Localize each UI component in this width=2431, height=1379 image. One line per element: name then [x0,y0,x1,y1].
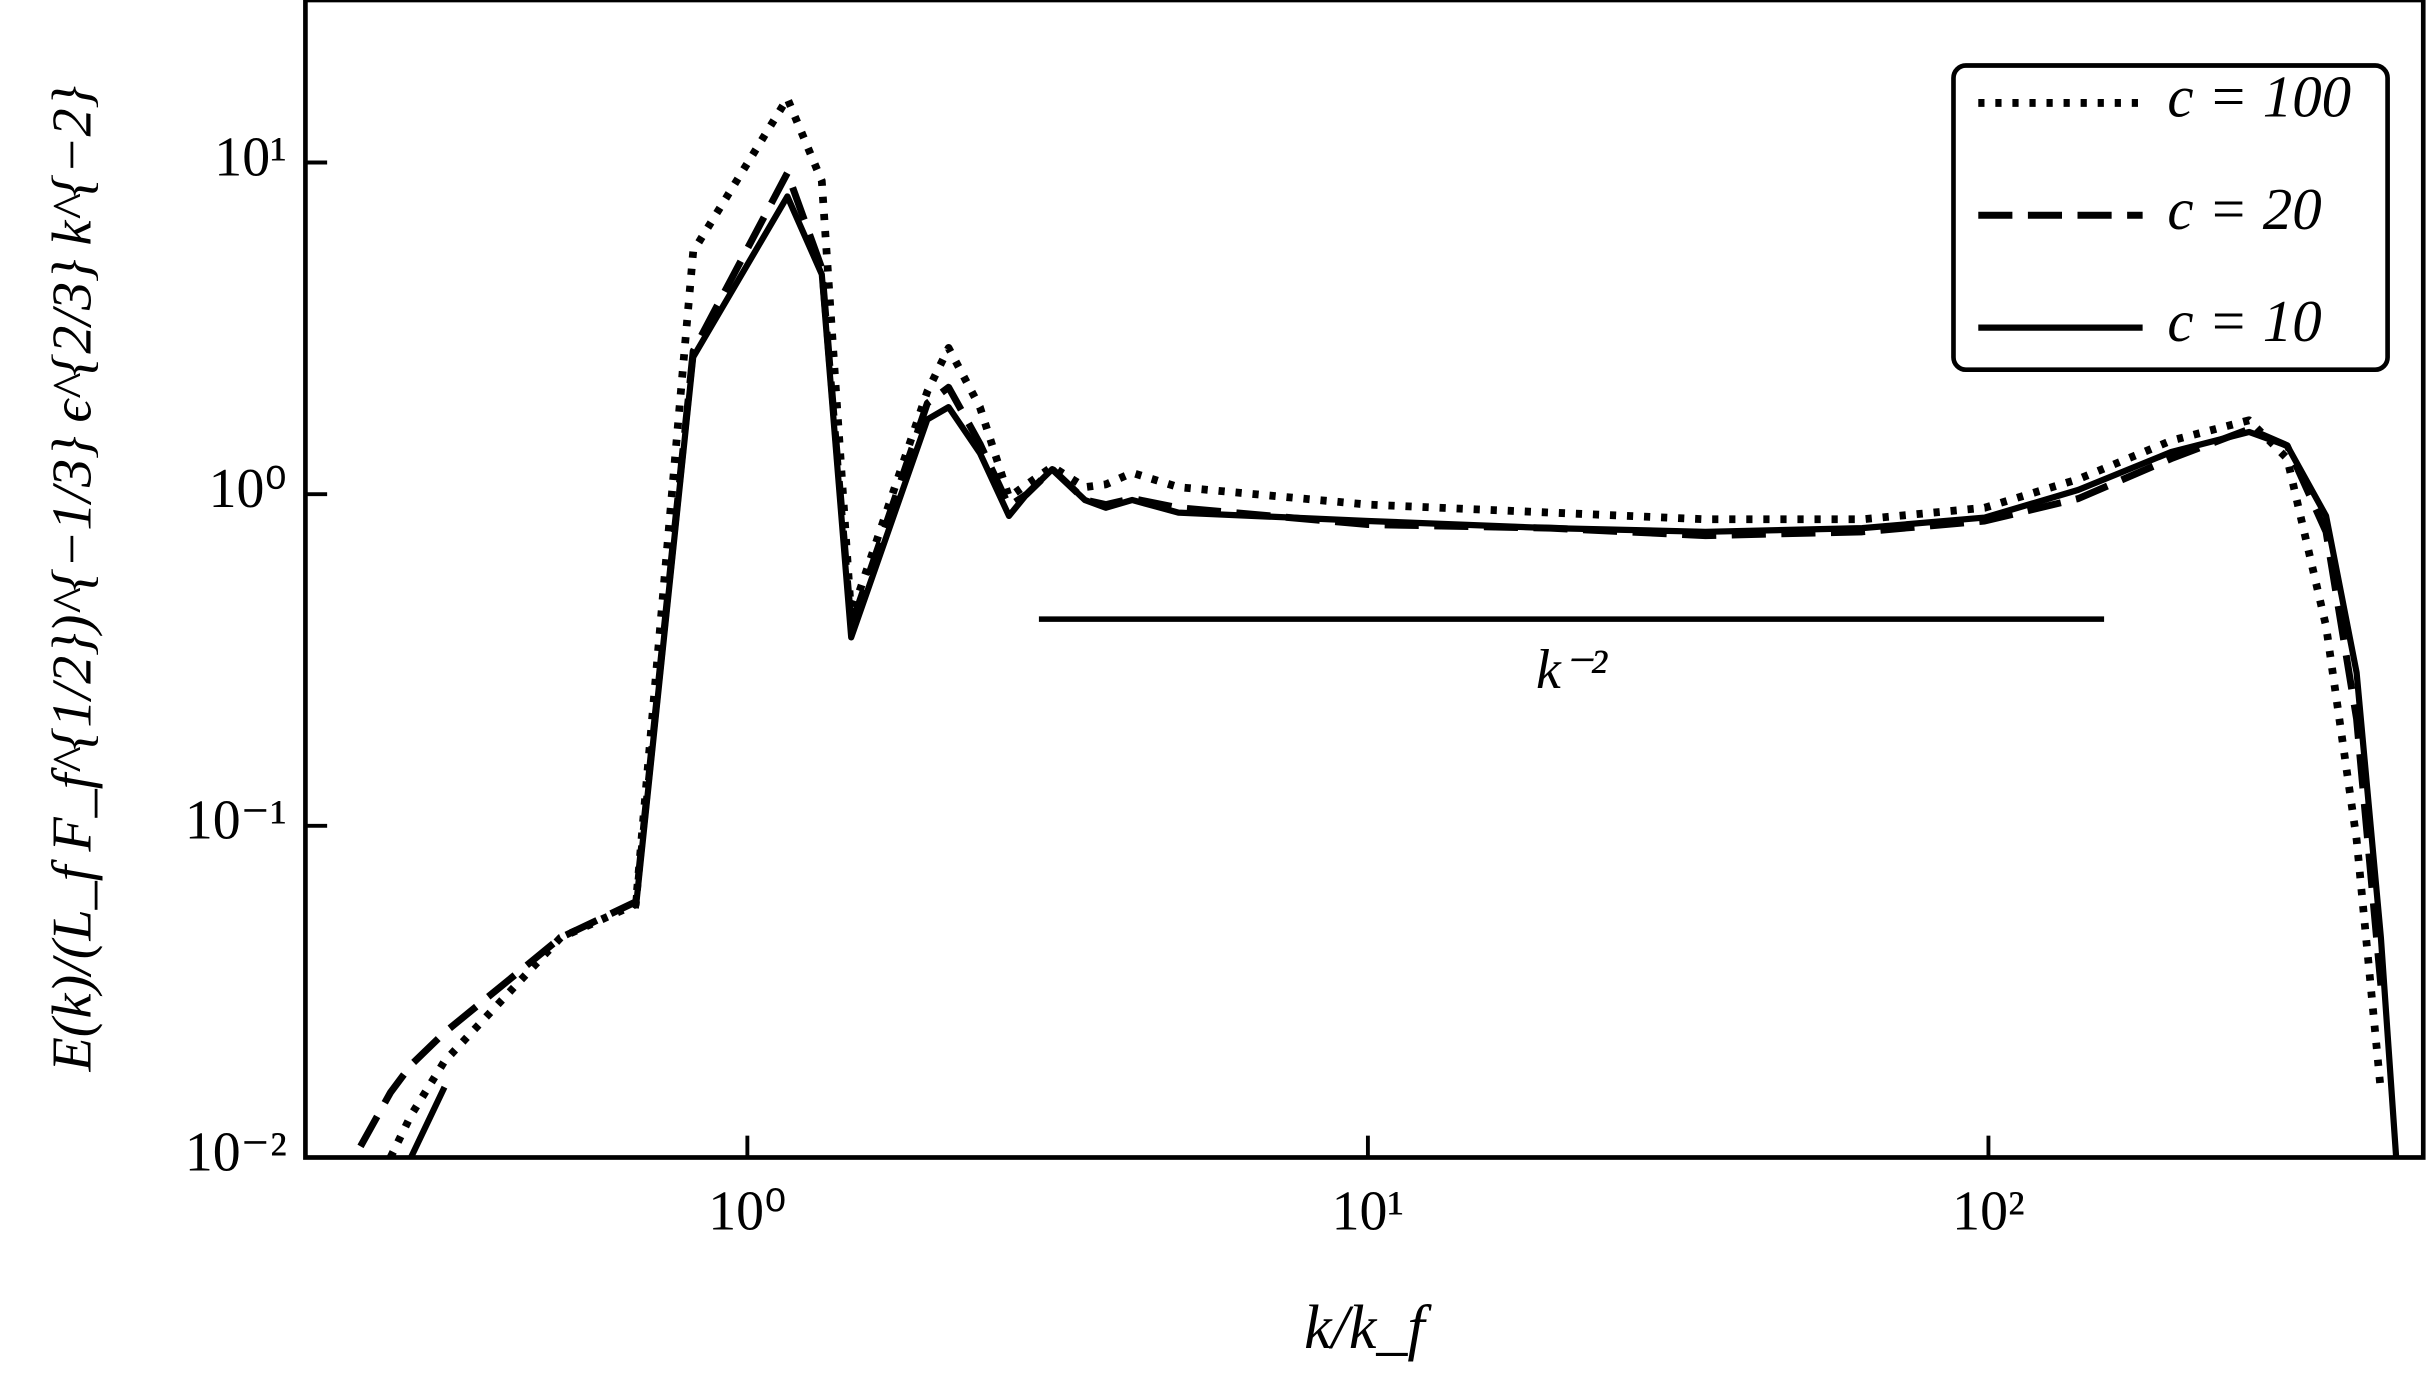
series-line [632,193,2400,1158]
plot-area [357,94,2400,1158]
y-tick-label: 10⁻² [185,1121,287,1183]
legend-label: c = 20 [2167,176,2321,242]
x-tick-label: 10⁰ [708,1180,786,1242]
y-axis-label: E(k)/(L_f F_f^{1/2})^{−1/3} ϵ^{2/3} k^{−… [41,86,103,1072]
y-tick-label: 10¹ [214,126,287,188]
legend-box [1951,63,2390,373]
y-tick-label: 10⁰ [209,458,287,520]
annotation: k⁻² [1536,639,1608,701]
legend-label: c = 100 [2167,63,2351,129]
y-tick-label: 10⁻¹ [185,790,287,852]
x-tick-label: 10² [1952,1180,2025,1242]
plot-frame [303,0,2426,1160]
series-line [408,1085,448,1158]
x-tick-label: 10¹ [1332,1180,1405,1242]
legend-label: c = 10 [2167,288,2321,354]
x-axis-label: k/k_f [1304,1294,1432,1362]
